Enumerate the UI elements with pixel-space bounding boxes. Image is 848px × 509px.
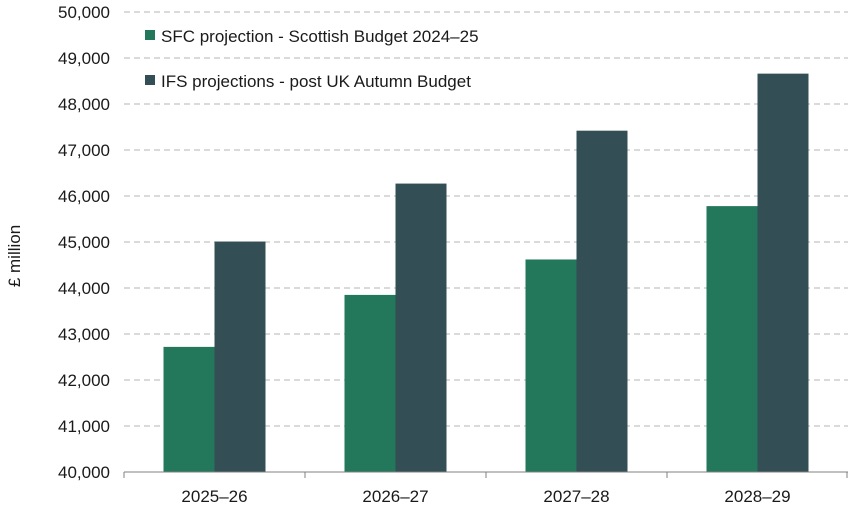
y-tick-label: 41,000: [58, 417, 110, 436]
bar-ifs-2: [576, 130, 628, 472]
y-tick-label: 48,000: [58, 95, 110, 114]
x-tick-label: 2027–28: [543, 487, 609, 506]
y-axis-title: £ million: [5, 225, 24, 287]
y-tick-label: 42,000: [58, 371, 110, 390]
bar-ifs-0: [214, 241, 266, 472]
bar-sfc-0: [163, 346, 215, 472]
legend-swatch-sfc: [145, 30, 155, 40]
bar-sfc-1: [344, 294, 396, 472]
x-tick-label: 2028–29: [724, 487, 790, 506]
legend-swatch-ifs: [145, 75, 155, 85]
y-tick-label: 50,000: [58, 3, 110, 22]
y-tick-label: 46,000: [58, 187, 110, 206]
bar-sfc-2: [525, 259, 577, 472]
legend-label-ifs: IFS projections - post UK Autumn Budget: [161, 72, 471, 91]
y-tick-label: 44,000: [58, 279, 110, 298]
bars: [163, 73, 809, 472]
legend: SFC projection - Scottish Budget 2024–25…: [145, 27, 479, 91]
y-tick-label: 49,000: [58, 49, 110, 68]
bar-sfc-3: [706, 206, 758, 472]
x-tick-label: 2025–26: [181, 487, 247, 506]
y-axis-tick-labels: 40,000 41,000 42,000 43,000 44,000 45,000 46,0…: [58, 3, 110, 482]
x-axis-tick-labels: 2025–26 2026–27 2027–28 2028–29: [181, 487, 790, 506]
y-tick-label: 40,000: [58, 463, 110, 482]
bar-ifs-1: [395, 183, 447, 472]
y-tick-label: 43,000: [58, 325, 110, 344]
legend-label-sfc: SFC projection - Scottish Budget 2024–25: [161, 27, 479, 46]
x-tick-label: 2026–27: [362, 487, 428, 506]
y-tick-label: 47,000: [58, 141, 110, 160]
bar-ifs-3: [757, 73, 809, 472]
y-tick-label: 45,000: [58, 233, 110, 252]
x-axis-ticks: [123, 472, 848, 478]
